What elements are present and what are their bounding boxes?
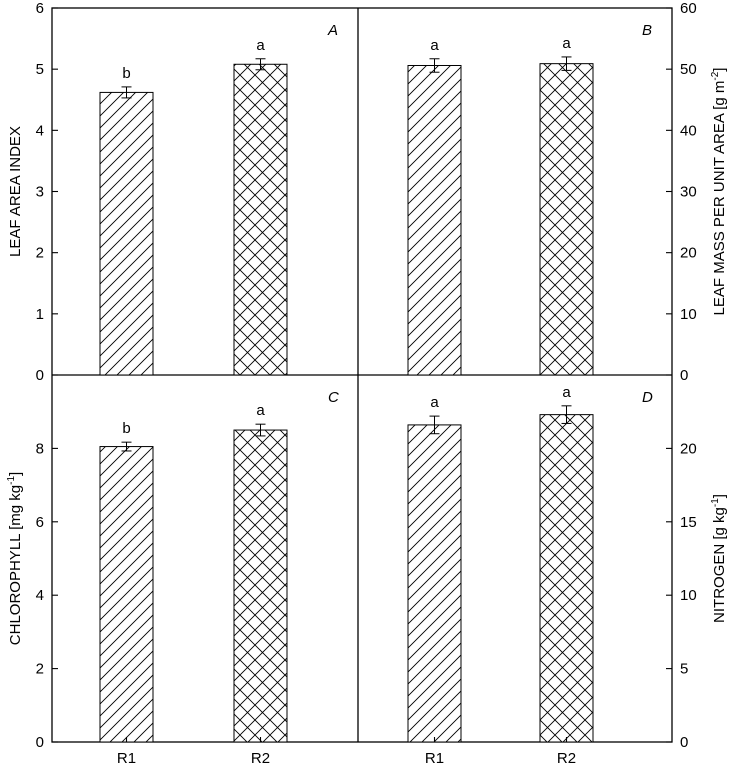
y-axis-label: LEAF MASS PER UNIT AREA [g m-2] xyxy=(710,68,728,316)
y-tick-label: 30 xyxy=(680,184,697,201)
y-tick-label: 5 xyxy=(680,661,688,678)
y-tick-label: 40 xyxy=(680,122,697,139)
bar-r1 xyxy=(99,446,154,743)
y-axis-label: CHLOROPHYLL [mg kg-1] xyxy=(6,472,24,645)
significance-letter: a xyxy=(562,35,571,52)
y-tick-label: 2 xyxy=(36,661,44,678)
x-tick-label: R2 xyxy=(251,750,270,766)
y-tick-label: 6 xyxy=(36,514,44,531)
y-tick-label: 4 xyxy=(36,122,44,139)
panel-c: 0 2 4 6 8 CHLOROPHYLL [mg kg-1] Cb R1 a R2 xyxy=(6,389,339,766)
bar-r2 xyxy=(233,63,288,376)
panel-letter: C xyxy=(328,389,339,406)
y-tick-label: 0 xyxy=(680,734,688,751)
y-tick-label: 0 xyxy=(680,367,688,384)
y-tick-label: 8 xyxy=(36,440,44,457)
y-tick-label: 10 xyxy=(680,306,697,323)
bar-r2 xyxy=(539,414,594,743)
panel-d: 0 5 10 15 20 NITROGEN [g kg-1] Da R1 a R2 xyxy=(407,384,728,766)
y-tick-label: 20 xyxy=(680,440,697,457)
y-tick-label: 20 xyxy=(680,245,697,262)
y-tick-label: 3 xyxy=(36,184,44,201)
bar-r1 xyxy=(407,424,462,743)
significance-letter: a xyxy=(430,394,439,411)
y-tick-label: 1 xyxy=(36,306,44,323)
significance-letter: a xyxy=(430,37,439,54)
y-tick-label: 6 xyxy=(36,0,44,17)
y-tick-label: 2 xyxy=(36,245,44,262)
y-tick-label: 10 xyxy=(680,587,697,604)
y-tick-label: 50 xyxy=(680,61,697,78)
x-tick-label: R1 xyxy=(117,750,136,766)
bar-r1 xyxy=(99,91,154,376)
significance-letter: b xyxy=(122,420,130,437)
panel-letter: B xyxy=(642,22,652,39)
y-tick-label: 15 xyxy=(680,514,697,531)
x-tick-label: R1 xyxy=(425,750,444,766)
panel-letter: D xyxy=(642,389,653,406)
significance-letter: b xyxy=(122,65,130,82)
y-axis-label: LEAF AREA INDEX xyxy=(7,126,24,257)
significance-letter: a xyxy=(562,384,571,401)
y-tick-label: 60 xyxy=(680,0,697,17)
y-tick-label: 0 xyxy=(36,734,44,751)
x-tick-label: R2 xyxy=(557,750,576,766)
y-tick-label: 0 xyxy=(36,367,44,384)
significance-letter: a xyxy=(256,37,265,54)
bar-r2 xyxy=(233,429,288,743)
panel-a: 0 1 2 3 4 5 6 LEAF AREA INDEX Ab a xyxy=(7,0,338,384)
panel-b: 0 10 20 30 40 50 60 LEAF MASS PER UNIT AREA [g … xyxy=(407,0,728,384)
y-axis-label: NITROGEN [g kg-1] xyxy=(710,494,728,623)
bar-r2 xyxy=(539,63,594,376)
y-tick-label: 4 xyxy=(36,587,44,604)
significance-letter: a xyxy=(256,402,265,419)
y-tick-label: 5 xyxy=(36,61,44,78)
bar-r1 xyxy=(407,64,462,376)
panel-letter: A xyxy=(327,22,338,39)
